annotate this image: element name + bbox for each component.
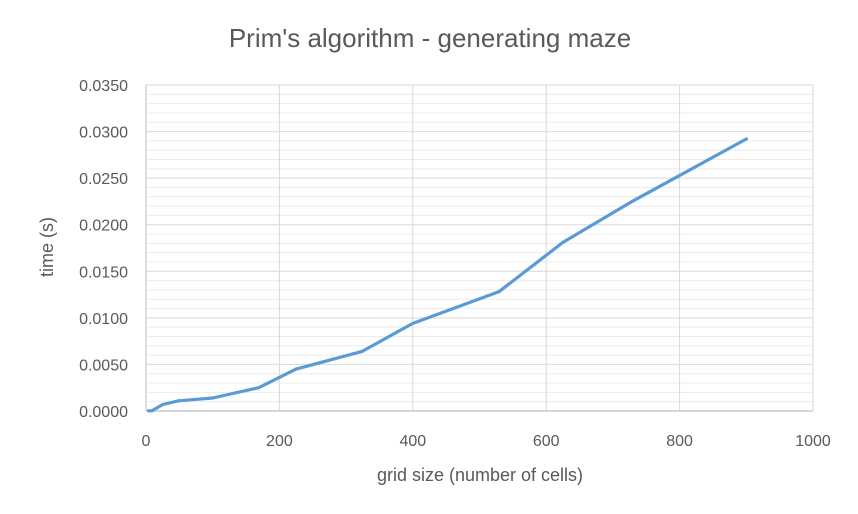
gridlines [146,84,814,411]
y-tick-label: 0.0350 [79,78,128,95]
data-point [294,367,298,371]
data-point [744,137,748,141]
data-point [497,290,501,294]
axes [145,85,813,412]
y-tick-label: 0.0150 [79,264,128,281]
x-axis-label: grid size (number of cells) [377,465,583,485]
x-tick-label: 400 [399,433,426,450]
y-tick-label: 0.0250 [79,171,128,188]
series-layer [147,137,748,413]
y-tick-label: 0.0300 [79,125,128,142]
x-tick-label: 200 [266,433,293,450]
data-point [411,321,415,326]
data-point [561,240,565,245]
y-tick-label: 0.0200 [79,218,128,235]
y-tick-label: 0.0000 [79,404,128,421]
y-tick-label: 0.0100 [79,311,128,328]
data-point [161,402,165,407]
data-point [177,399,181,403]
data-point [360,349,364,353]
x-tick-label: 1000 [795,433,831,450]
series-line-1 [147,137,748,413]
data-point [630,199,634,204]
y-axis-ticks: 0.0000 0.0050 0.0100 0.0150 0.0200 0.0250 0.03… [79,78,128,421]
x-tick-label: 600 [533,433,560,450]
y-tick-label: 0.0050 [79,357,128,374]
y-axis-label: time (s) [37,217,57,277]
data-point [150,409,154,413]
chart-title: Prim's algorithm - generating maze [229,23,631,53]
x-axis-ticks: 0 200 400 600 800 1000 [142,433,831,450]
data-point [257,386,261,390]
data-point [147,409,151,413]
x-tick-label: 800 [666,433,693,450]
data-point [211,396,215,400]
x-tick-label: 0 [142,433,151,450]
